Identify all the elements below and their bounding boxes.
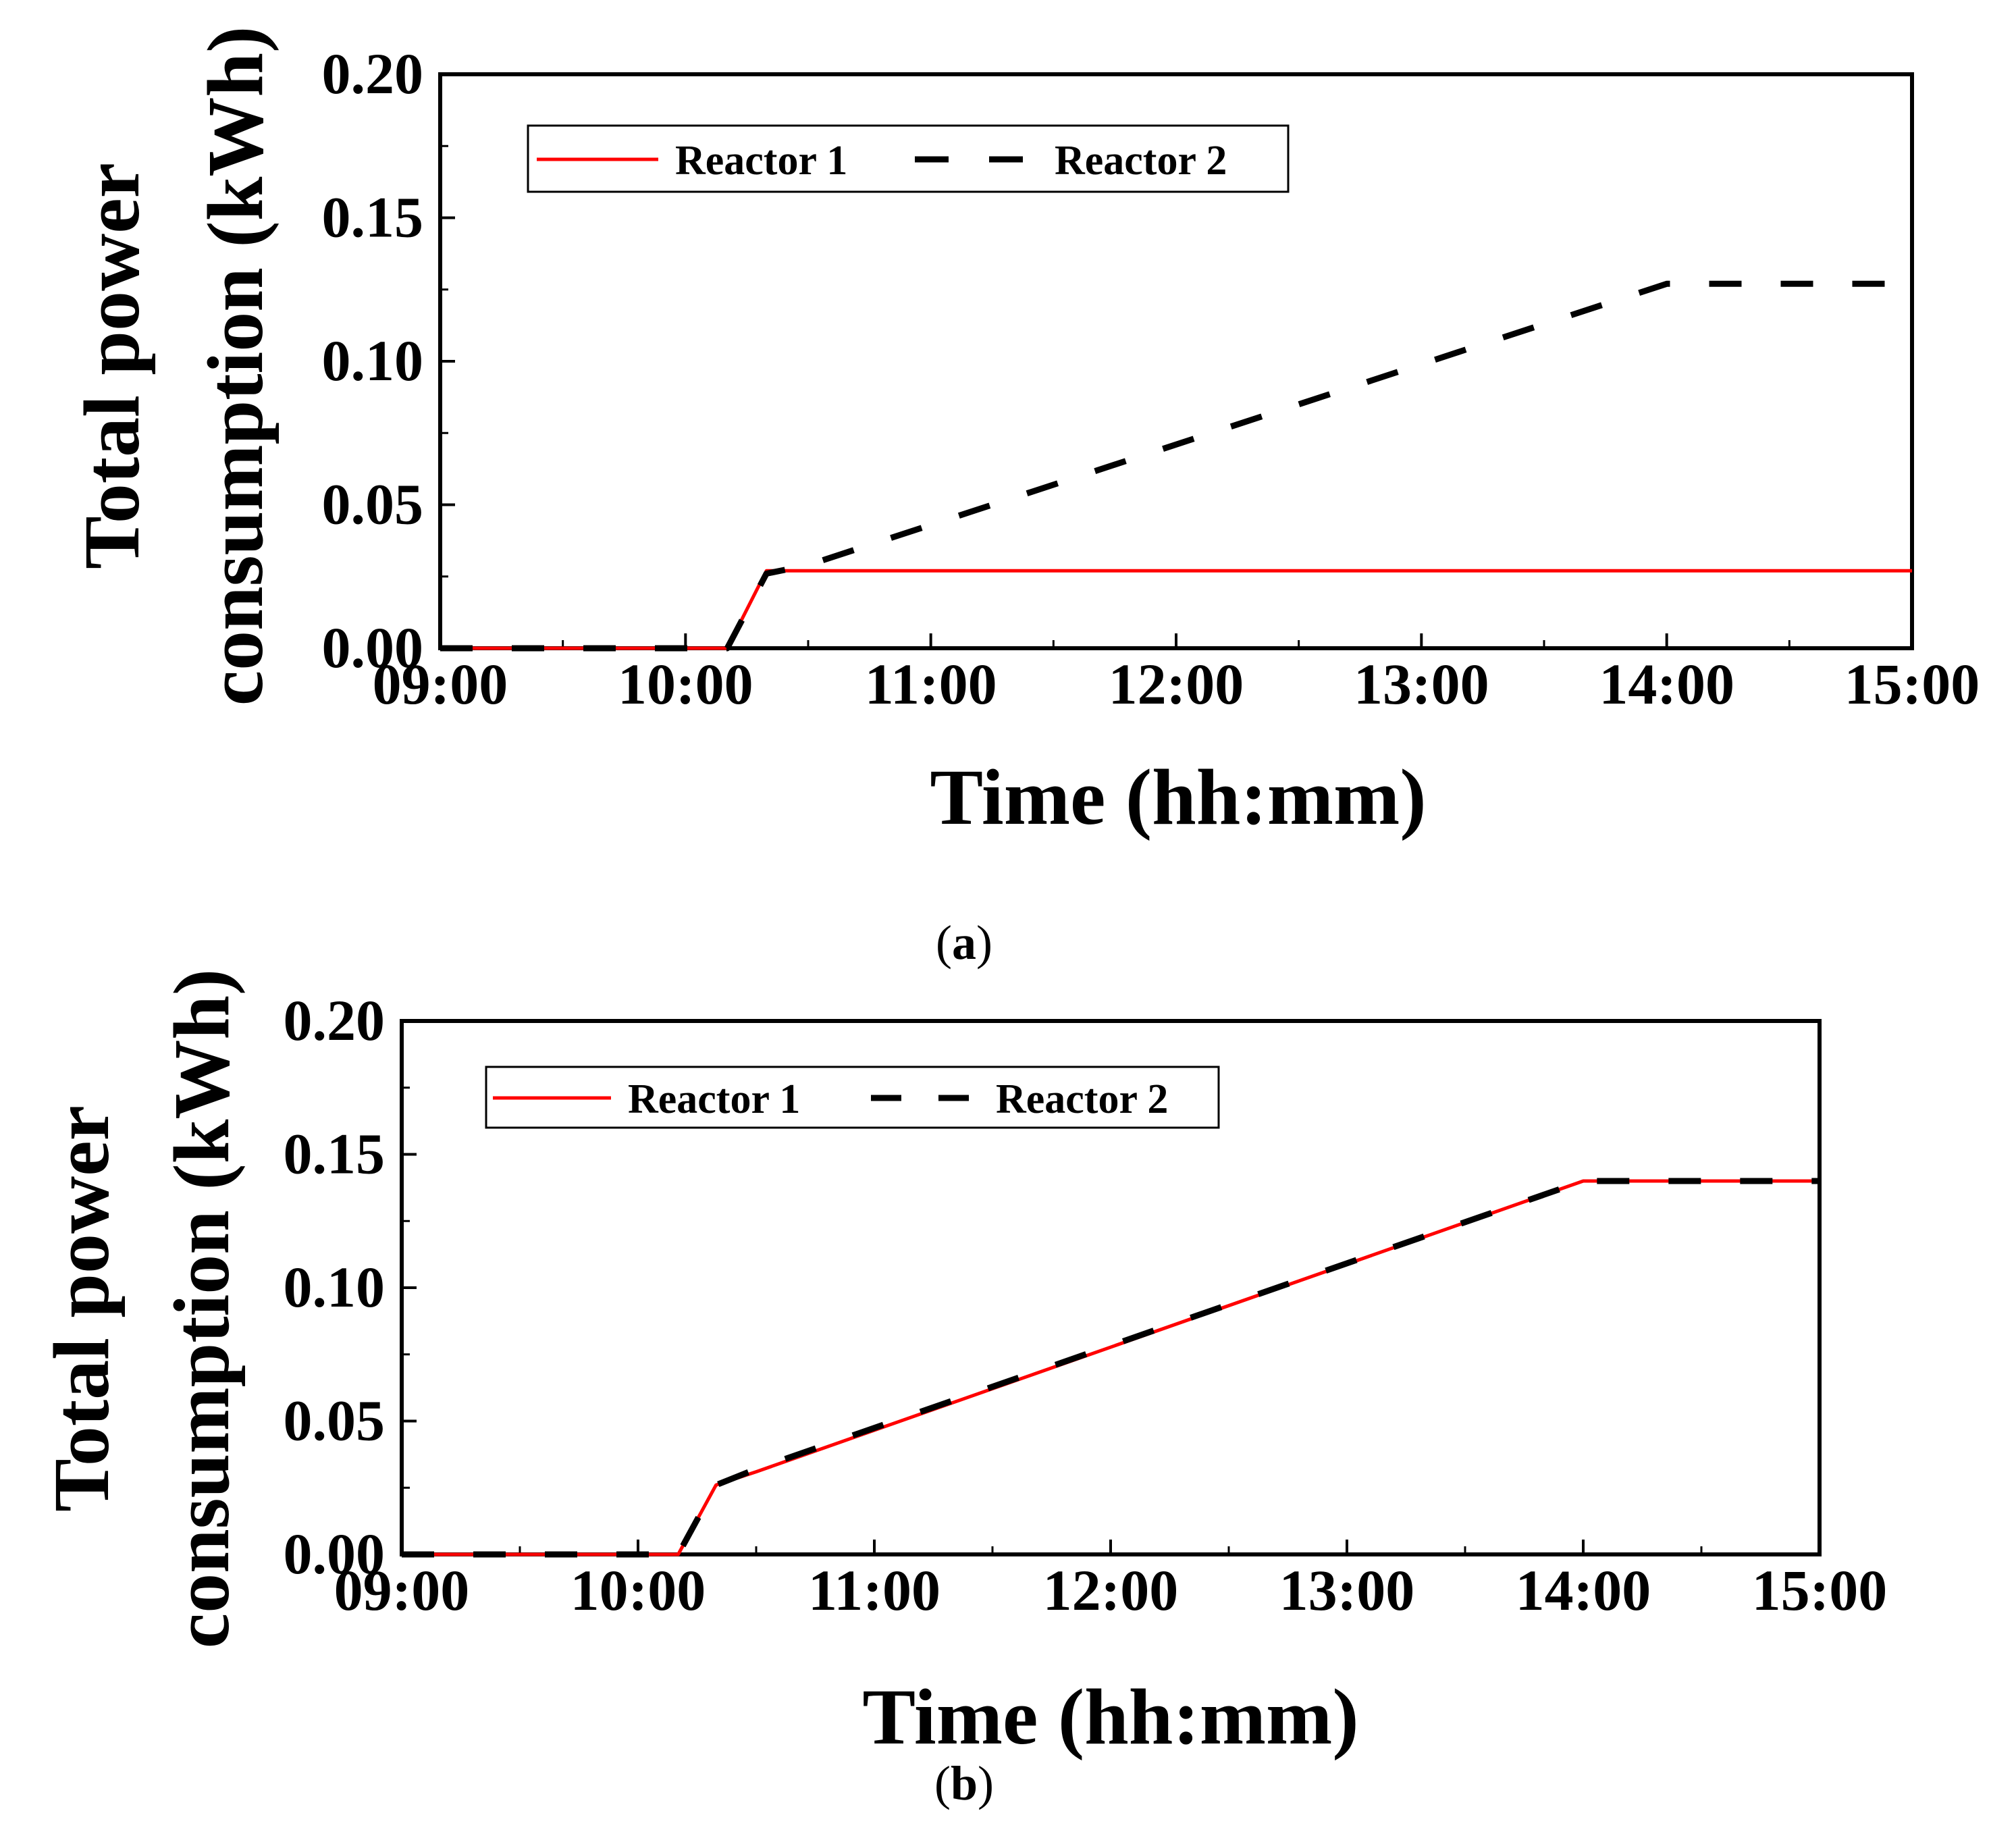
x-axis-title: Time (hh:mm) bbox=[930, 753, 1426, 841]
chart-panel-b: Total power consumption (kWh) Time (hh:m… bbox=[37, 969, 1887, 1810]
x-tick-label: 12:00 bbox=[1043, 1558, 1179, 1623]
y-tick-label: 0.20 bbox=[284, 988, 386, 1053]
x-tick-label: 09:00 bbox=[373, 652, 508, 716]
legend-label-reactor-1: Reactor 1 bbox=[628, 1076, 800, 1122]
x-tick-label: 13:00 bbox=[1279, 1558, 1415, 1623]
legend: Reactor 1 Reactor 2 bbox=[527, 124, 1290, 193]
y-tick-label: 0.00 bbox=[322, 615, 424, 680]
y-tick-label: 0.10 bbox=[284, 1255, 386, 1319]
y-tick-label: 0.05 bbox=[322, 472, 424, 537]
x-tick-label: 15:00 bbox=[1845, 652, 1980, 716]
y-axis-title-line1: Total power bbox=[37, 1105, 126, 1512]
y-axis-title-line2: consumption (kWh) bbox=[191, 26, 280, 706]
x-tick-label: 11:00 bbox=[865, 652, 997, 716]
series-line-reactor-2 bbox=[402, 1178, 1820, 1558]
panel-caption-b: (b) bbox=[934, 1756, 994, 1810]
series-line-reactor-2 bbox=[440, 280, 1912, 652]
x-tick-label: 09:00 bbox=[334, 1558, 470, 1623]
x-tick-label: 12:00 bbox=[1109, 652, 1244, 716]
panel-caption-b-letter: b bbox=[951, 1756, 978, 1810]
x-tick-label: 14:00 bbox=[1599, 652, 1734, 716]
legend-label-reactor-1: Reactor 1 bbox=[675, 138, 847, 184]
y-tick-label: 0.20 bbox=[322, 41, 424, 106]
x-tick-label: 11:00 bbox=[808, 1558, 940, 1623]
panel-caption-a-letter: a bbox=[952, 916, 976, 970]
legend-label-reactor-2: Reactor 2 bbox=[996, 1076, 1168, 1122]
x-tick-label: 15:00 bbox=[1752, 1558, 1888, 1623]
series-line-reactor-1 bbox=[402, 1179, 1820, 1556]
legend-label-reactor-2: Reactor 2 bbox=[1055, 138, 1227, 184]
x-axis-title: Time (hh:mm) bbox=[862, 1673, 1358, 1761]
x-tick-label: 10:00 bbox=[571, 1558, 706, 1623]
y-tick-label: 0.10 bbox=[322, 328, 424, 393]
x-tick-label: 14:00 bbox=[1516, 1558, 1651, 1623]
y-tick-label: 0.00 bbox=[284, 1521, 386, 1586]
x-tick-label: 10:00 bbox=[618, 652, 753, 716]
x-tick-label: 13:00 bbox=[1354, 652, 1489, 716]
legend: Reactor 1 Reactor 2 bbox=[485, 1066, 1220, 1129]
panel-caption-a: (a) bbox=[936, 916, 992, 970]
chart-panel-a: Total power consumption (kWh) Time (hh:m… bbox=[68, 26, 1980, 970]
y-axis-title-line2: consumption (kWh) bbox=[157, 969, 246, 1649]
y-tick-label: 0.15 bbox=[322, 185, 424, 250]
y-tick-label: 0.15 bbox=[284, 1122, 386, 1186]
y-axis-title-line1: Total power bbox=[68, 163, 156, 569]
y-tick-label: 0.05 bbox=[284, 1388, 386, 1453]
